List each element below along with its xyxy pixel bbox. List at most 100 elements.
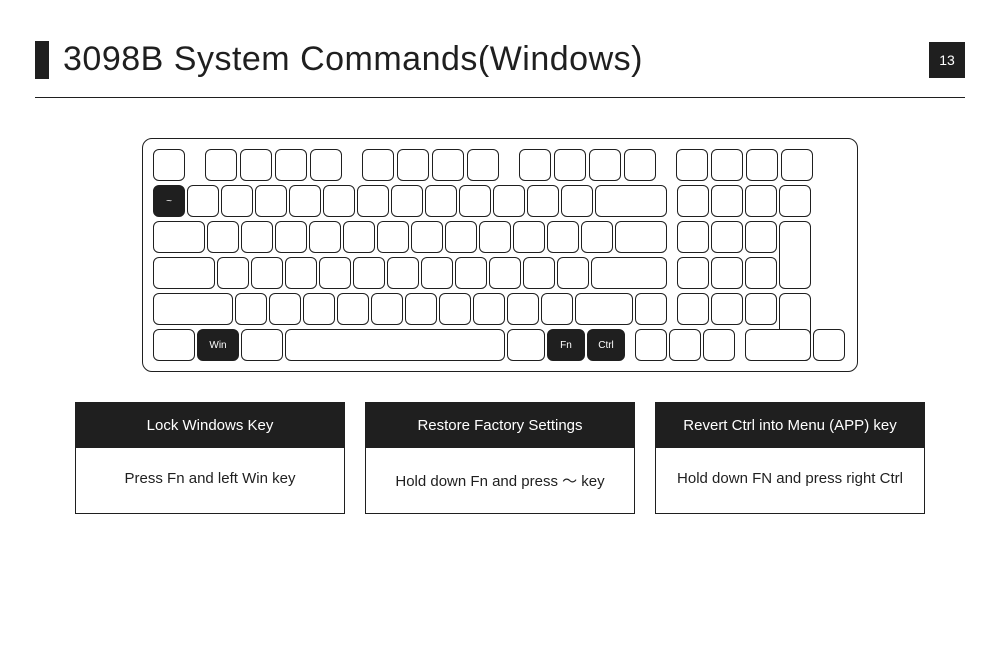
key-blank: [779, 185, 811, 217]
page-title: 3098B System Commands(Windows): [63, 40, 643, 79]
key-blank: [275, 221, 307, 253]
card-title: Lock Windows Key: [76, 403, 344, 448]
card-revert-ctrl: Revert Ctrl into Menu (APP) key Hold dow…: [655, 402, 925, 514]
key-blank: [445, 221, 477, 253]
key-blank: [391, 185, 423, 217]
kb-row-function: [153, 149, 847, 181]
key-blank: [397, 149, 429, 181]
header-row: 3098B System Commands(Windows) 13: [35, 40, 965, 79]
key-blank: [371, 293, 403, 325]
header-rule: [35, 97, 965, 98]
key-blank: [489, 257, 521, 289]
key-blank: [561, 185, 593, 217]
key-blank: [519, 149, 551, 181]
key-blank: [405, 293, 437, 325]
key-blank: [319, 257, 351, 289]
key-blank: [387, 257, 419, 289]
key-caps: [153, 257, 215, 289]
key-blank: [459, 185, 491, 217]
key-blank: [493, 185, 525, 217]
key-blank: [547, 221, 579, 253]
key-backslash: [615, 221, 667, 253]
key-down: [669, 329, 701, 361]
key-blank: [269, 293, 301, 325]
key-lshift: [153, 293, 233, 325]
key-blank: [207, 221, 239, 253]
title-accent-bar: [35, 41, 49, 79]
key-numpad-dot: [813, 329, 845, 361]
key-blank: [241, 221, 273, 253]
key-lalt: [241, 329, 283, 361]
key-blank: [377, 221, 409, 253]
key-blank: [303, 293, 335, 325]
key-up: [635, 293, 667, 325]
key-blank: [353, 257, 385, 289]
info-cards: Lock Windows Key Press Fn and left Win k…: [75, 402, 925, 514]
key-blank: [285, 257, 317, 289]
page-number-badge: 13: [929, 42, 965, 78]
kb-row-shift: [153, 293, 847, 325]
key-blank: [240, 149, 272, 181]
key-lctrl: [153, 329, 195, 361]
key-blank: [251, 257, 283, 289]
card-title: Restore Factory Settings: [366, 403, 634, 448]
key-blank: [711, 293, 743, 325]
key-blank: [745, 185, 777, 217]
kb-row-caps: [153, 257, 847, 289]
key-right: [703, 329, 735, 361]
key-blank: [507, 293, 539, 325]
key-blank: [745, 221, 777, 253]
key-numpad-0: [745, 329, 811, 361]
key-blank: [676, 149, 708, 181]
key-blank: [527, 185, 559, 217]
key-blank: [275, 149, 307, 181]
key-blank: [746, 149, 778, 181]
key-blank: [421, 257, 453, 289]
key-blank: [255, 185, 287, 217]
key-blank: [337, 293, 369, 325]
key-blank: [745, 293, 777, 325]
card-factory-reset: Restore Factory Settings Hold down Fn an…: [365, 402, 635, 514]
card-body: Hold down Fn and press ～ key: [366, 448, 634, 513]
key-blank: [677, 293, 709, 325]
kb-row-bottom: Win Fn Ctrl: [153, 329, 847, 361]
key-left: [635, 329, 667, 361]
key-blank: [309, 221, 341, 253]
key-blank: [711, 149, 743, 181]
keyboard-diagram: ~: [142, 138, 858, 372]
key-blank: [411, 221, 443, 253]
key-numpad-plus: [779, 221, 811, 289]
card-title: Revert Ctrl into Menu (APP) key: [656, 403, 924, 448]
card-lock-win: Lock Windows Key Press Fn and left Win k…: [75, 402, 345, 514]
key-blank: [235, 293, 267, 325]
key-blank: [362, 149, 394, 181]
key-blank: [711, 185, 743, 217]
key-blank: [221, 185, 253, 217]
key-space: [285, 329, 505, 361]
key-enter: [591, 257, 667, 289]
key-ralt: [507, 329, 545, 361]
key-fn: Fn: [547, 329, 585, 361]
key-blank: [310, 149, 342, 181]
key-blank: [343, 221, 375, 253]
manual-page: 3098B System Commands(Windows) 13: [0, 0, 1000, 659]
key-blank: [589, 149, 621, 181]
key-blank: [479, 221, 511, 253]
key-tilde: ~: [153, 185, 185, 217]
card-body: Press Fn and left Win key: [76, 448, 344, 509]
key-blank: [357, 185, 389, 217]
key-blank: [187, 185, 219, 217]
key-blank: [557, 257, 589, 289]
key-blank: [745, 257, 777, 289]
key-blank: [439, 293, 471, 325]
key-blank: [677, 185, 709, 217]
key-blank: [523, 257, 555, 289]
key-rshift: [575, 293, 633, 325]
key-blank: [425, 185, 457, 217]
key-blank: [711, 221, 743, 253]
key-blank: [781, 149, 813, 181]
key-blank: [581, 221, 613, 253]
key-blank: [217, 257, 249, 289]
key-blank: [554, 149, 586, 181]
key-blank: [711, 257, 743, 289]
